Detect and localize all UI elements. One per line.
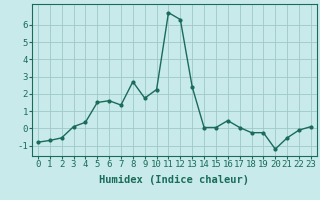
X-axis label: Humidex (Indice chaleur): Humidex (Indice chaleur) (100, 175, 249, 185)
